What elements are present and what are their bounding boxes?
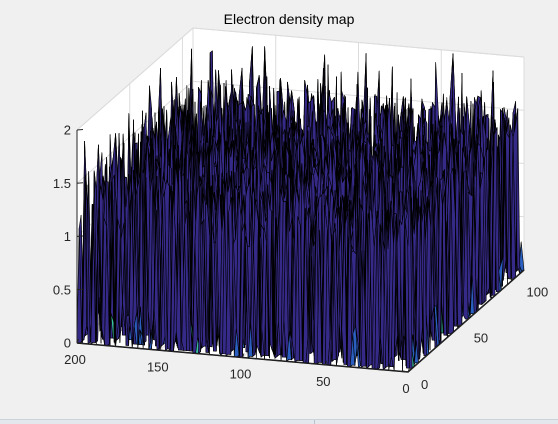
surface-patch — [491, 127, 498, 296]
box-edge — [76, 27, 525, 131]
surface — [76, 46, 525, 373]
